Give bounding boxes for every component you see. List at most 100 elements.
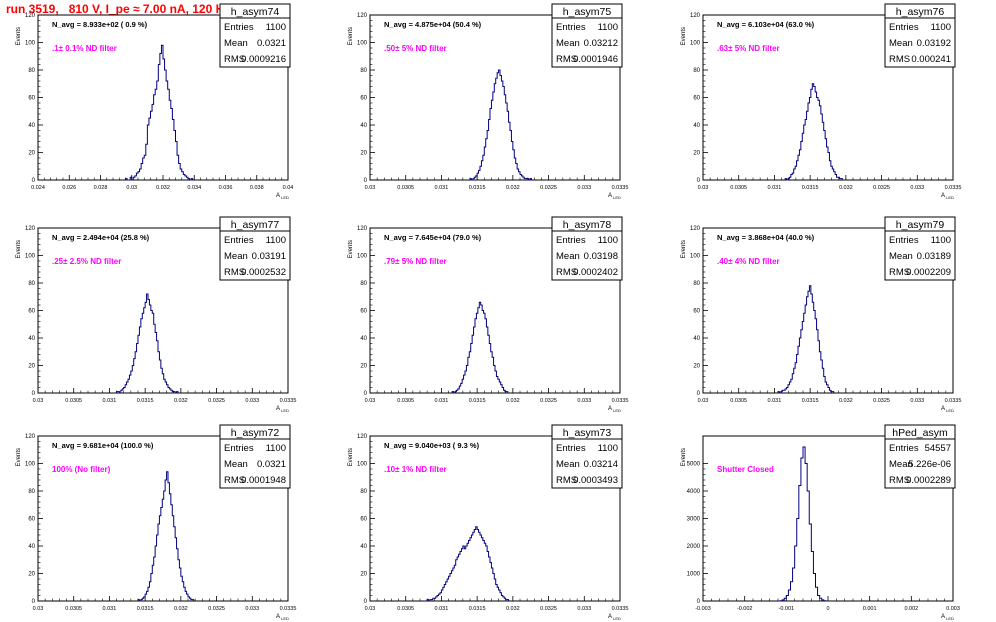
stats-value: 1100 bbox=[931, 235, 951, 246]
stats-title: h_asym79 bbox=[896, 219, 945, 231]
x-tick-label: 0.0325 bbox=[208, 606, 225, 612]
y-tick-label: 40 bbox=[28, 336, 35, 342]
y-axis-title: Events bbox=[348, 448, 354, 466]
x-axis-title: A LED bbox=[276, 193, 289, 200]
stats-value: 5.226e-06 bbox=[908, 459, 951, 470]
y-tick-label: 100 bbox=[357, 41, 368, 47]
panel-h_asym73: 0 20 40 60 80 100 120 0.03 0.0305 0.031 0.0315 0.03… bbox=[348, 424, 628, 621]
y-tick-label: 120 bbox=[357, 434, 368, 440]
stats-key: Mean bbox=[889, 38, 913, 49]
stats-key: Entries bbox=[889, 22, 919, 33]
stats-value: 54557 bbox=[925, 443, 951, 454]
stats-box bbox=[219, 216, 291, 281]
stats-value: 0.03189 bbox=[917, 251, 951, 262]
y-tick-label: 0 bbox=[364, 178, 368, 184]
stats-key: Mean bbox=[224, 251, 248, 262]
x-tick-label: 0.031 bbox=[768, 398, 782, 404]
x-tick-label: 0.003 bbox=[946, 606, 960, 612]
x-tick-label: 0.03 bbox=[365, 606, 376, 612]
x-tick-label: 0.002 bbox=[904, 606, 918, 612]
x-axis-title: A LED bbox=[941, 406, 954, 413]
stats-key: Entries bbox=[224, 235, 254, 246]
stats-value: 0.0002402 bbox=[573, 267, 618, 278]
stats-value: 0.0002532 bbox=[241, 267, 286, 278]
x-tick-label: 0.033 bbox=[245, 606, 259, 612]
stats-value: 1100 bbox=[931, 22, 951, 33]
stats-value: 1100 bbox=[266, 235, 286, 246]
y-tick-label: 2000 bbox=[687, 544, 701, 550]
navg-label: N_avg = 3.868e+04 (40.0 %) bbox=[717, 233, 815, 242]
histogram-series bbox=[426, 526, 510, 602]
x-tick-label: 0.0305 bbox=[730, 185, 747, 191]
x-tick-label: 0.031 bbox=[435, 606, 449, 612]
stats-value: 0.0001946 bbox=[573, 54, 618, 65]
stats-value: 1100 bbox=[598, 235, 618, 246]
x-tick-label: 0.0305 bbox=[65, 606, 82, 612]
filter-label: .79± 5% ND filter bbox=[384, 257, 447, 266]
y-tick-label: 0 bbox=[697, 178, 701, 184]
histogram-series bbox=[469, 69, 532, 181]
y-tick-label: 1000 bbox=[687, 572, 701, 578]
x-tick-label: 0.0325 bbox=[540, 185, 557, 191]
y-tick-label: 60 bbox=[28, 96, 35, 102]
y-tick-label: 80 bbox=[360, 281, 367, 287]
stats-value: 0.000241 bbox=[911, 54, 951, 65]
y-axis-title: Events bbox=[16, 448, 22, 466]
x-axis-title: A LED bbox=[608, 193, 621, 200]
y-tick-label: 20 bbox=[693, 364, 700, 370]
stats-key: Entries bbox=[889, 235, 919, 246]
y-tick-label: 80 bbox=[28, 281, 35, 287]
stats-box bbox=[551, 424, 623, 489]
y-tick-label: 60 bbox=[360, 517, 367, 523]
filter-label: .1± 0.1% ND filter bbox=[52, 44, 117, 53]
y-axis-title: Events bbox=[348, 27, 354, 45]
stats-key: Entries bbox=[224, 22, 254, 33]
navg-label: N_avg = 7.645e+04 (79.0 %) bbox=[384, 233, 482, 242]
x-tick-label: 0.0315 bbox=[137, 606, 154, 612]
y-tick-label: 120 bbox=[25, 13, 36, 19]
stats-box bbox=[219, 3, 291, 68]
x-axis-title: A LED bbox=[941, 614, 954, 621]
stats-key: RMS bbox=[224, 475, 245, 486]
y-tick-label: 40 bbox=[693, 123, 700, 129]
stats-title: hPed_asym bbox=[892, 427, 948, 439]
y-tick-label: 20 bbox=[28, 572, 35, 578]
y-tick-label: 0 bbox=[32, 178, 36, 184]
filter-label: .50± 5% ND filter bbox=[384, 44, 447, 53]
x-tick-label: 0.033 bbox=[910, 398, 924, 404]
panel-h_asym74: 0 20 40 60 80 100 120 0.024 0.026 0.028 0.03 0.032 0… bbox=[16, 3, 294, 200]
x-tick-label: 0.0305 bbox=[397, 185, 414, 191]
stats-box bbox=[884, 216, 956, 281]
stats-key: Mean bbox=[556, 38, 580, 49]
x-tick-label: 0.031 bbox=[768, 185, 782, 191]
x-tick-label: 0.036 bbox=[219, 185, 233, 191]
stats-title: h_asym78 bbox=[563, 219, 612, 231]
stats-key: Mean bbox=[889, 459, 913, 470]
filter-label: Shutter Closed bbox=[717, 465, 774, 474]
y-axis-title: Events bbox=[681, 448, 687, 466]
y-tick-label: 20 bbox=[693, 151, 700, 157]
stats-title: h_asym72 bbox=[231, 427, 280, 439]
x-tick-label: 0.032 bbox=[506, 185, 520, 191]
y-tick-label: 100 bbox=[357, 254, 368, 260]
y-tick-label: 60 bbox=[693, 96, 700, 102]
y-tick-label: 40 bbox=[28, 123, 35, 129]
y-tick-label: 80 bbox=[28, 489, 35, 495]
y-tick-label: 80 bbox=[28, 68, 35, 74]
x-tick-label: 0.0315 bbox=[802, 398, 819, 404]
stats-value: 0.0009216 bbox=[241, 54, 286, 65]
stats-key: Mean bbox=[224, 38, 248, 49]
navg-label: N_avg = 4.875e+04 (50.4 %) bbox=[384, 20, 482, 29]
stats-box bbox=[884, 3, 956, 68]
x-tick-label: 0.0315 bbox=[802, 185, 819, 191]
stats-value: 1100 bbox=[598, 443, 618, 454]
x-tick-label: 0.0315 bbox=[469, 398, 486, 404]
stats-key: Mean bbox=[889, 251, 913, 262]
x-tick-label: 0.04 bbox=[283, 185, 294, 191]
x-tick-label: 0.033 bbox=[577, 185, 591, 191]
y-tick-label: 20 bbox=[360, 364, 367, 370]
y-tick-label: 100 bbox=[690, 41, 701, 47]
navg-label: N_avg = 9.040e+03 ( 9.3 %) bbox=[384, 441, 480, 450]
stats-title: h_asym74 bbox=[231, 6, 280, 18]
panel-h_asym79: 0 20 40 60 80 100 120 0.03 0.0305 0.031 0.0315 0.03… bbox=[681, 216, 961, 413]
